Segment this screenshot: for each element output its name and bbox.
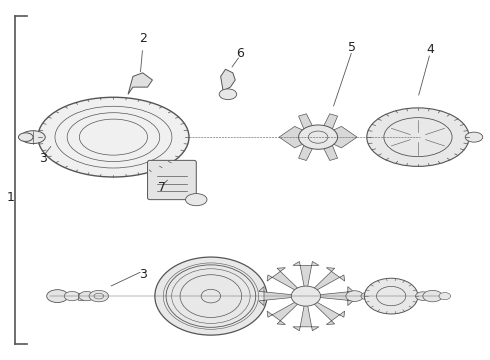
Ellipse shape [186,194,207,206]
Ellipse shape [439,293,451,300]
Text: 7: 7 [158,181,166,194]
Polygon shape [318,137,338,161]
Text: 4: 4 [426,43,434,56]
Polygon shape [306,268,344,296]
Ellipse shape [89,291,109,302]
Text: 1: 1 [6,192,14,204]
Ellipse shape [465,132,483,142]
Ellipse shape [47,290,68,302]
Polygon shape [293,261,319,296]
Ellipse shape [367,108,469,166]
Ellipse shape [19,133,33,141]
Ellipse shape [79,292,95,301]
Polygon shape [306,296,344,324]
Text: 5: 5 [348,41,356,54]
Ellipse shape [416,292,430,300]
Polygon shape [267,268,306,296]
Text: 6: 6 [236,47,244,60]
Text: 2: 2 [139,32,147,45]
Polygon shape [293,296,319,331]
Ellipse shape [298,125,338,149]
Polygon shape [306,287,353,306]
Text: 3: 3 [139,268,147,281]
Polygon shape [128,73,152,94]
Ellipse shape [361,293,373,300]
Polygon shape [279,126,318,148]
Ellipse shape [291,286,320,306]
Ellipse shape [423,291,442,302]
FancyBboxPatch shape [147,160,196,200]
Ellipse shape [21,131,45,144]
Polygon shape [259,287,306,306]
Polygon shape [318,114,338,137]
Polygon shape [220,69,235,91]
Text: 3: 3 [39,152,47,165]
Ellipse shape [64,292,80,301]
Ellipse shape [346,291,364,301]
Polygon shape [318,126,357,148]
Ellipse shape [365,278,418,314]
Polygon shape [298,114,318,137]
Polygon shape [267,296,306,324]
Ellipse shape [38,97,189,177]
Polygon shape [78,293,83,300]
Ellipse shape [219,89,237,100]
Ellipse shape [155,257,267,335]
Polygon shape [298,137,318,161]
